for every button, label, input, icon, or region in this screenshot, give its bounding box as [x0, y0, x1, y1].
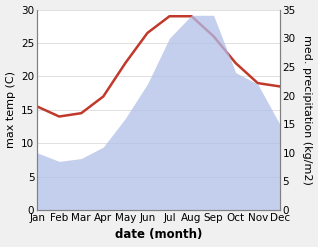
X-axis label: date (month): date (month) — [115, 228, 202, 242]
Y-axis label: med. precipitation (kg/m2): med. precipitation (kg/m2) — [302, 35, 313, 185]
Y-axis label: max temp (C): max temp (C) — [5, 71, 16, 148]
